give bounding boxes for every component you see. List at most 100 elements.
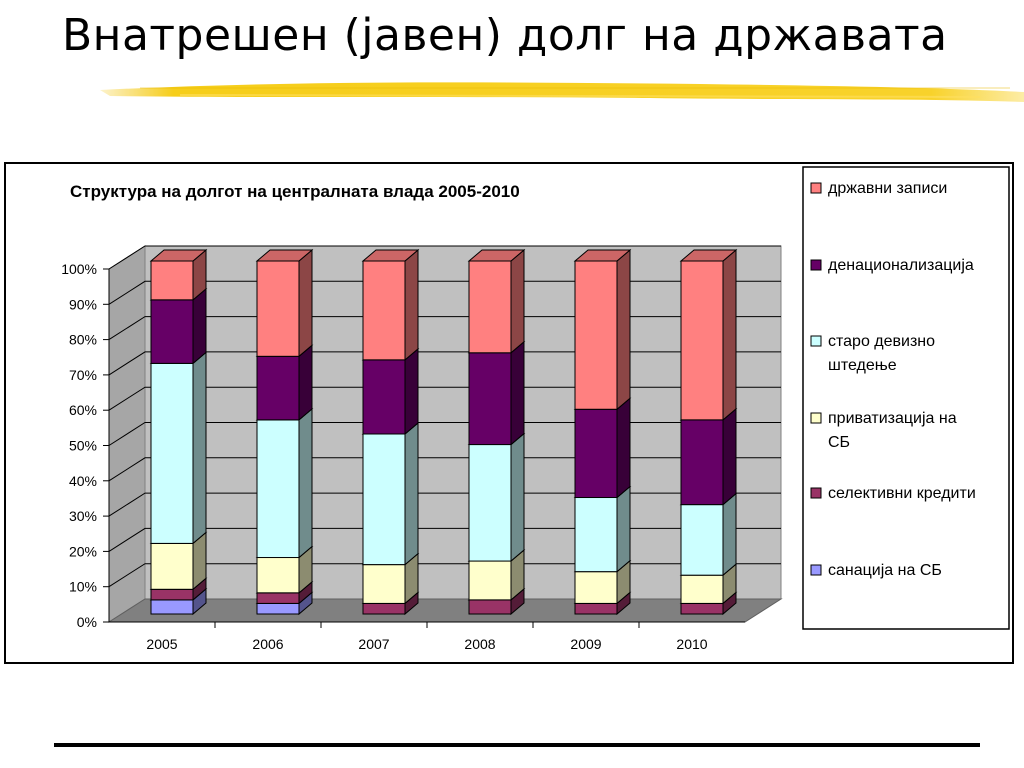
- bar-front: [362, 433, 406, 566]
- legend-swatch: [810, 564, 822, 576]
- bar-front: [256, 355, 300, 421]
- bar-segment-2006-4: [255, 407, 314, 559]
- bar-segment-2008-6: [467, 248, 526, 354]
- bar-front: [468, 444, 512, 562]
- chart-title: Структура на долгот на централната влада…: [70, 182, 520, 201]
- bar-segment-2009-6: [573, 248, 632, 411]
- bar-top: [255, 249, 314, 262]
- legend-label: старо девизно: [828, 333, 935, 350]
- bar-front: [680, 419, 724, 506]
- x-tick-label: 2008: [464, 636, 495, 652]
- y-tick-label: 60%: [69, 402, 97, 418]
- bar-side: [510, 248, 525, 354]
- bar-top: [467, 249, 526, 262]
- legend-label: селективни кредити: [828, 485, 976, 502]
- bar-front: [256, 557, 300, 594]
- bar-segment-2008-4: [467, 432, 526, 563]
- gridline: [108, 280, 781, 305]
- bar-front: [150, 362, 194, 544]
- bar-segment-2005-6: [149, 248, 208, 301]
- y-tick-label: 80%: [69, 332, 97, 348]
- bar-segment-2010-4: [679, 492, 738, 577]
- bar-segment-2005-4: [149, 351, 208, 545]
- bar-top: [573, 249, 632, 262]
- bar-side: [404, 421, 419, 566]
- y-tick-label: 40%: [69, 473, 97, 489]
- chart-frame: Структура на долгот на централната влада…: [4, 162, 1014, 664]
- bar-front: [150, 588, 194, 601]
- legend-swatch: [810, 259, 822, 271]
- gridline: [108, 457, 781, 482]
- gridline: [108, 316, 781, 341]
- gridline: [108, 492, 781, 517]
- legend-swatch: [810, 335, 822, 347]
- bar-front: [468, 260, 512, 354]
- floor: [107, 598, 783, 623]
- bar-side: [298, 344, 313, 421]
- legend-swatch: [810, 412, 822, 424]
- bar-side: [616, 485, 631, 573]
- bar-front: [256, 592, 300, 604]
- bar-segment-2006-5: [255, 344, 314, 421]
- bar-front: [680, 574, 724, 604]
- y-tick-label: 100%: [61, 261, 97, 277]
- legend-swatch: [810, 487, 822, 499]
- y-tick-label: 10%: [69, 579, 97, 595]
- bar-side: [722, 492, 737, 577]
- bar-side: [616, 248, 631, 411]
- title-highlight-stroke: [100, 82, 1024, 102]
- bar-side: [192, 287, 207, 365]
- legend-label-line2: СБ: [828, 434, 850, 451]
- legend-label: приватизација на: [828, 410, 957, 427]
- y-tick-label: 70%: [69, 367, 97, 383]
- gridline: [108, 422, 781, 446]
- gridline: [108, 563, 781, 588]
- bar-side: [298, 248, 313, 358]
- legend-label: државни записи: [828, 180, 947, 197]
- bar-front: [680, 602, 724, 615]
- bar-front: [680, 504, 724, 576]
- legend: државни записи денационализација старо дев…: [802, 166, 1010, 630]
- bar-front: [680, 260, 724, 421]
- bar-side: [404, 248, 419, 361]
- bar-segment-2007-4: [361, 421, 420, 566]
- bar-segment-2009-5: [573, 397, 632, 499]
- gridline: [108, 386, 781, 411]
- y-tick-label: 50%: [69, 438, 97, 454]
- x-tick-label: 2010: [676, 636, 707, 652]
- bar-side: [404, 347, 419, 436]
- x-tick-label: 2009: [570, 636, 601, 652]
- bar-top: [149, 249, 208, 262]
- bar-side: [510, 340, 525, 446]
- bar-front: [574, 497, 618, 573]
- bar-front: [574, 602, 618, 615]
- bar-side: [616, 397, 631, 499]
- legend-label: денационализација: [828, 257, 974, 274]
- bar-segment-2007-6: [361, 248, 420, 361]
- bar-top: [679, 249, 738, 262]
- y-tick-label: 20%: [69, 543, 97, 559]
- bar-front: [256, 602, 300, 615]
- bar-front: [150, 599, 194, 615]
- legend-swatch: [810, 182, 822, 194]
- bar-front: [574, 571, 618, 604]
- bar-front: [574, 260, 618, 410]
- bar-front: [362, 564, 406, 604]
- bar-side: [510, 432, 525, 563]
- bar-top: [361, 249, 420, 262]
- stacked-bar-chart: Структура на долгот на централната влада…: [61, 166, 1010, 652]
- bar-front: [256, 260, 300, 357]
- bar-front: [150, 260, 194, 301]
- bar-front: [256, 419, 300, 559]
- x-tick-label: 2005: [146, 636, 177, 652]
- y-tick-label: 0%: [77, 614, 97, 630]
- bar-side: [192, 351, 207, 545]
- bar-front: [574, 408, 618, 499]
- legend-label-line2: штедење: [828, 357, 897, 374]
- bar-front: [468, 352, 512, 446]
- bar-front: [362, 359, 406, 435]
- slide-title: Внатрешен (јавен) долг на државата: [62, 10, 948, 61]
- bar-segment-2010-5: [679, 407, 738, 506]
- gridline: [108, 527, 781, 552]
- bar-segment-2010-6: [679, 248, 738, 421]
